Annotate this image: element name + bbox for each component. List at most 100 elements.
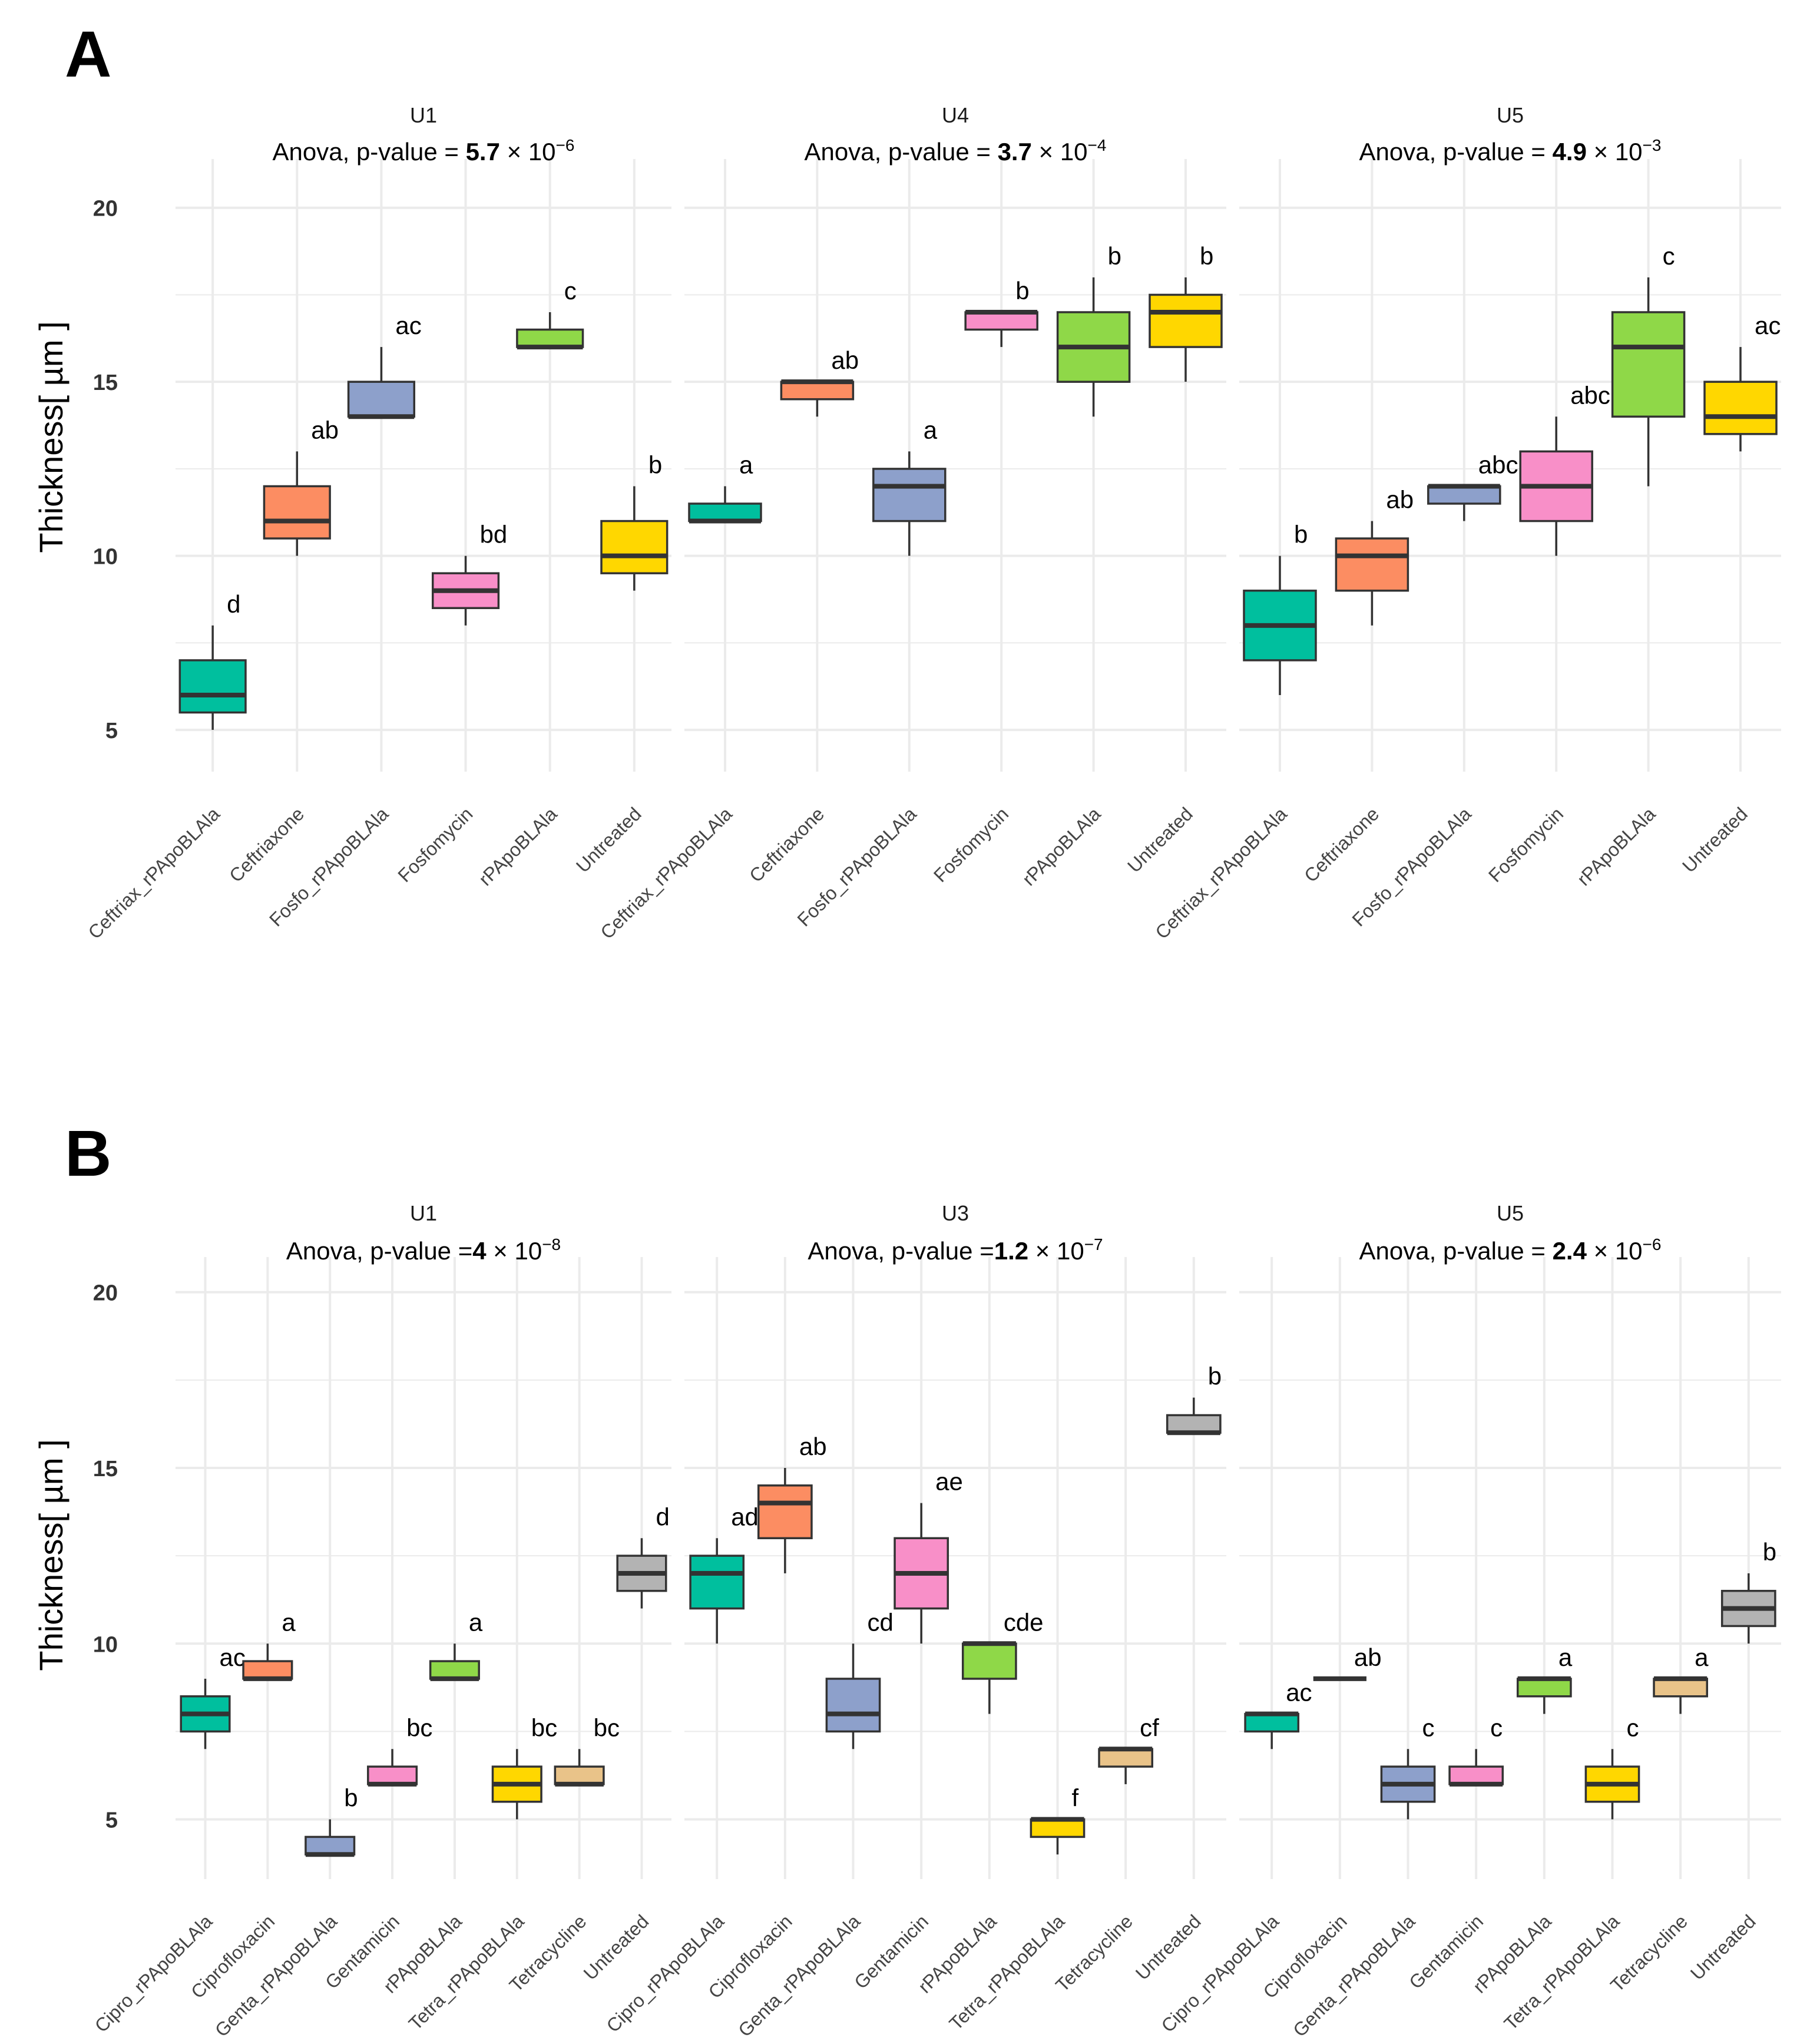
anova-mantissa: 2.4 (1553, 1237, 1587, 1265)
box-untreated: ac (1703, 312, 1781, 452)
box-genta-rpapoblala: cd (825, 1608, 894, 1749)
significance-letters: b (1015, 277, 1029, 305)
box-rpapoblala: c (516, 277, 584, 350)
significance-letters: a (924, 416, 938, 444)
box-genta-rpapoblala: b (305, 1784, 358, 1857)
box-tetracycline: a (1653, 1643, 1709, 1714)
significance-letters: ac (220, 1643, 246, 1671)
box-ceftriaxone: ab (780, 346, 859, 417)
anova-times: × 10 (1587, 1237, 1643, 1265)
box-iqr (1030, 1818, 1086, 1838)
significance-letters: ab (831, 346, 859, 374)
box-untreated: d (616, 1503, 670, 1609)
significance-letters: ae (935, 1468, 963, 1496)
box-fosfo-rpapoblala: abc (1427, 451, 1518, 521)
box-iqr (780, 381, 855, 401)
box-iqr (1244, 1712, 1300, 1733)
significance-letters: bc (594, 1714, 620, 1741)
y-tick-label: 5 (105, 719, 118, 743)
panel-label: A (65, 18, 111, 91)
box-ceftriax-rpapoblala: b (1243, 521, 1317, 695)
y-tick-label: 20 (93, 197, 118, 221)
anova-times: × 10 (1028, 1237, 1084, 1265)
anova-exponent: −6 (556, 136, 575, 154)
box-iqr (1611, 311, 1686, 418)
anova-exponent: −3 (1643, 136, 1662, 154)
box-iqr (964, 311, 1038, 331)
box-ceftriax-rpapoblala: a (688, 451, 762, 524)
box-tetracycline: bc (554, 1714, 620, 1787)
significance-letters: cde (1004, 1608, 1044, 1636)
significance-letters: bd (480, 521, 508, 548)
y-tick-label: 5 (105, 1808, 118, 1833)
anova-exponent: −6 (1643, 1235, 1662, 1253)
box-iqr (263, 485, 331, 540)
box-tetra-rpapoblala: c (1584, 1714, 1640, 1820)
box-iqr (178, 659, 247, 714)
significance-letters: c (1490, 1714, 1503, 1741)
box-ceftriaxone: ab (1335, 486, 1414, 626)
box-rpapoblala: a (1516, 1643, 1573, 1714)
y-tick-label: 10 (93, 1632, 118, 1657)
anova-mantissa: 3.7 (998, 138, 1032, 166)
box-fosfomycin: abc (1519, 381, 1610, 556)
box-iqr (872, 468, 947, 522)
significance-letters: d (227, 590, 240, 618)
facet-title: U3 (942, 1201, 969, 1225)
anova-annotation: Anova, p-value = 2.4 × 10−6 (1359, 1235, 1662, 1265)
box-iqr (242, 1660, 293, 1680)
anova-mantissa: 1.2 (994, 1237, 1028, 1265)
box-iqr (1703, 381, 1778, 435)
anova-prefix: Anova, p-value = (808, 1237, 994, 1265)
box-gentamicin: bc (367, 1714, 432, 1787)
anova-annotation: Anova, p-value =4 × 10−8 (286, 1235, 561, 1265)
box-untreated: b (1149, 242, 1223, 382)
box-iqr (347, 381, 416, 418)
anova-exponent: −4 (1088, 136, 1107, 154)
significance-letters: c (564, 277, 577, 305)
significance-letters: b (1208, 1362, 1222, 1390)
anova-annotation: Anova, p-value = 3.7 × 10−4 (805, 136, 1107, 166)
y-tick-label: 20 (93, 1281, 118, 1306)
anova-prefix: Anova, p-value = (805, 138, 998, 166)
box-cipro-rpapoblala: ac (1244, 1679, 1312, 1749)
significance-letters: cf (1140, 1714, 1159, 1741)
box-iqr (688, 502, 762, 522)
box-fosfo-rpapoblala: ac (347, 312, 422, 419)
box-ciprofloxacin: ab (1313, 1643, 1382, 1681)
box-iqr (689, 1555, 745, 1610)
anova-annotation: Anova, p-value =1.2 × 10−7 (808, 1235, 1103, 1265)
anova-times: × 10 (500, 138, 556, 166)
box-iqr (1448, 1765, 1504, 1785)
significance-letters: a (739, 451, 753, 478)
box-tetracycline: cf (1098, 1714, 1159, 1784)
box-untreated: b (600, 451, 669, 591)
facet-title: U5 (1497, 103, 1524, 127)
anova-times: × 10 (1032, 138, 1088, 166)
box-rpapoblala: c (1611, 242, 1686, 487)
significance-letters: ac (1755, 312, 1781, 339)
box-rpapoblala: cde (961, 1608, 1044, 1714)
significance-letters: ac (395, 312, 421, 339)
significance-letters: bc (406, 1714, 432, 1741)
significance-letters: a (1695, 1643, 1709, 1671)
box-untreated: b (1166, 1362, 1222, 1436)
significance-letters: ab (1354, 1643, 1382, 1671)
box-iqr (516, 328, 584, 348)
y-tick-label: 15 (93, 1457, 118, 1481)
box-iqr (600, 520, 669, 574)
box-ciprofloxacin: a (242, 1608, 296, 1681)
box-rpapoblala: b (1056, 242, 1131, 417)
box-fosfomycin: b (964, 277, 1038, 348)
anova-prefix: Anova, p-value = (1359, 138, 1553, 166)
box-tetra-rpapoblala: f (1030, 1784, 1086, 1855)
significance-letters: cd (868, 1608, 894, 1636)
anova-mantissa: 4 (472, 1237, 487, 1265)
anova-exponent: −7 (1084, 1235, 1103, 1253)
box-ciprofloxacin: ab (757, 1433, 827, 1573)
significance-letters: c (1663, 242, 1675, 270)
significance-letters: ab (1386, 486, 1414, 514)
box-iqr (1098, 1748, 1153, 1768)
significance-letters: d (656, 1503, 669, 1530)
